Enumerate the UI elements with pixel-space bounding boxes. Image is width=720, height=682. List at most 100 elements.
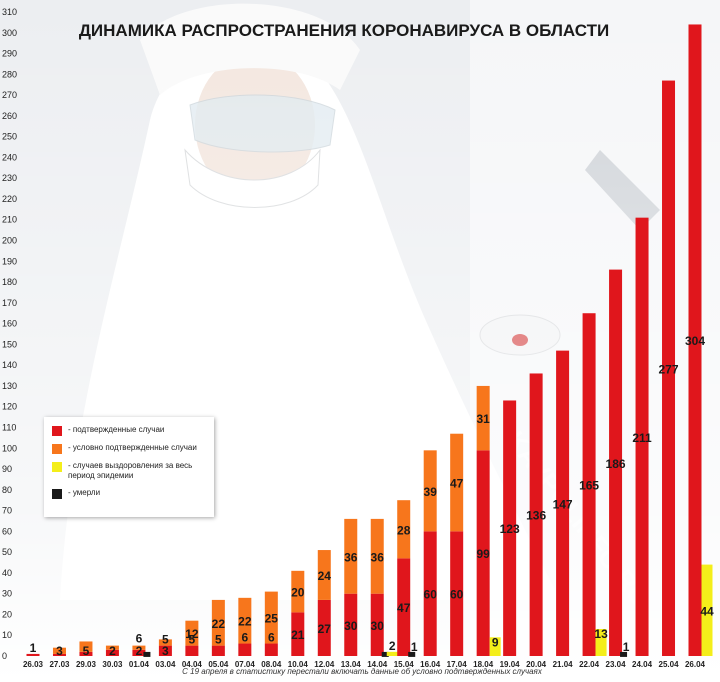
legend-label: - условно подтвержденные случаи — [68, 443, 197, 452]
data-label-conditional: 24 — [318, 569, 332, 583]
y-tick-label: 280 — [2, 69, 17, 79]
data-label-recovered: 2 — [389, 639, 396, 653]
legend-swatch — [52, 462, 62, 472]
chart-title: ДИНАМИКА РАСПРОСТРАНЕНИЯ КОРОНАВИРУСА В … — [79, 21, 609, 40]
bar-confirmed — [609, 269, 623, 656]
bar-conditional — [211, 599, 225, 646]
bar-confirmed — [26, 653, 40, 656]
bar-conditional — [291, 570, 305, 613]
bar-deaths — [143, 651, 151, 657]
data-label-conditional: 47 — [450, 477, 464, 491]
y-tick-label: 170 — [2, 298, 17, 308]
bar-confirmed — [370, 593, 384, 656]
y-tick-label: 10 — [2, 630, 12, 640]
bar-conditional — [158, 639, 172, 646]
data-label-conditional: 2 — [136, 644, 143, 658]
x-tick-label: 21.04 — [553, 660, 574, 669]
legend-label: - умерли — [68, 488, 101, 497]
y-tick-label: 200 — [2, 236, 17, 246]
y-tick-label: 310 — [2, 7, 17, 17]
data-label-conditional: 20 — [291, 586, 305, 600]
footnote: С 19 апреля в статистику перестали включ… — [182, 667, 543, 676]
x-tick-label: 26.04 — [685, 660, 706, 669]
bars — [26, 24, 713, 657]
bar-conditional — [450, 433, 464, 532]
y-tick-label: 180 — [2, 277, 17, 287]
data-label-confirmed: 6 — [268, 631, 275, 645]
legend-swatch — [52, 444, 62, 454]
bar-deaths — [381, 651, 389, 657]
bar-confirmed — [476, 450, 490, 656]
x-tick-label: 01.04 — [129, 660, 150, 669]
bar-conditional — [370, 518, 384, 594]
y-tick-label: 0 — [2, 651, 7, 661]
data-label-confirmed: 5 — [189, 633, 196, 647]
legend-swatch — [52, 426, 62, 436]
data-label-conditional: 5 — [83, 644, 90, 658]
legend-item: - подтвержденные случаи — [52, 425, 208, 436]
y-tick-label: 220 — [2, 194, 17, 204]
bar-confirmed — [423, 531, 437, 656]
watermark: KAVPOLINFO.RU — [500, 425, 655, 612]
x-tick-label: 17.04 — [447, 660, 468, 669]
data-label-confirmed: 30 — [344, 619, 358, 633]
y-tick-label: 140 — [2, 360, 17, 370]
data-label-conditional: 12 — [185, 627, 199, 641]
bar-confirmed — [158, 645, 172, 656]
legend-item: - условно подтвержденные случаи — [52, 443, 208, 454]
bar-conditional — [423, 450, 437, 532]
bar-confirmed — [529, 373, 543, 656]
x-tick-label: 04.04 — [182, 660, 203, 669]
bar-conditional — [317, 550, 331, 600]
bar-confirmed — [185, 645, 199, 656]
bar-confirmed — [662, 80, 676, 657]
data-label-confirmed: 186 — [606, 457, 626, 471]
y-tick-label: 210 — [2, 215, 17, 225]
y-tick-label: 30 — [2, 589, 12, 599]
y-tick-label: 90 — [2, 464, 12, 474]
data-label-conditional: 39 — [424, 485, 438, 499]
y-tick-label: 40 — [2, 568, 12, 578]
x-tick-label: 29.03 — [76, 660, 97, 669]
y-tick-label: 160 — [2, 319, 17, 329]
x-tick-label: 20.04 — [526, 660, 547, 669]
bar-conditional — [132, 645, 146, 650]
y-tick-label: 250 — [2, 132, 17, 142]
y-tick-label: 260 — [2, 111, 17, 121]
data-label-confirmed: 304 — [685, 334, 705, 348]
data-label-confirmed: 99 — [476, 547, 490, 561]
data-label-confirmed: 211 — [632, 431, 652, 445]
data-label-conditional: 22 — [238, 615, 252, 629]
watermark-text: KAVPOLINFO.RU — [500, 425, 655, 612]
bar-confirmed — [344, 593, 358, 656]
x-tick-label: 07.04 — [235, 660, 256, 669]
data-label-conditional: 31 — [476, 412, 490, 426]
bar-conditional — [52, 647, 66, 654]
y-tick-label: 290 — [2, 49, 17, 59]
data-label-confirmed: 1 — [30, 641, 37, 655]
bar-conditional — [79, 641, 93, 652]
data-label-confirmed: 30 — [371, 619, 385, 633]
y-tick-label: 300 — [2, 28, 17, 38]
data-label-conditional: 2 — [109, 644, 116, 658]
x-axis: 26.03 27.03 29.03 30.03 01.04 03.04 04.04 05.04… — [23, 660, 706, 669]
bar-recovered — [489, 637, 501, 656]
x-tick-label: 03.04 — [155, 660, 176, 669]
bar-conditional — [476, 385, 490, 451]
data-label-confirmed: 147 — [553, 497, 573, 511]
data-label-confirmed: 60 — [424, 588, 438, 602]
data-label-conditional: 3 — [56, 644, 63, 658]
bar-confirmed — [582, 313, 596, 656]
x-tick-label: 22.04 — [579, 660, 600, 669]
bar-deaths — [620, 651, 628, 657]
x-tick-label: 24.04 — [632, 660, 653, 669]
data-label-recovered: 9 — [492, 635, 499, 649]
bar-conditional — [185, 620, 199, 646]
x-tick-label: 05.04 — [208, 660, 229, 669]
y-tick-label: 130 — [2, 381, 17, 391]
bar-recovered — [595, 628, 607, 656]
data-label-conditional: 3 — [162, 644, 169, 658]
legend-item: - умерли — [52, 488, 208, 499]
